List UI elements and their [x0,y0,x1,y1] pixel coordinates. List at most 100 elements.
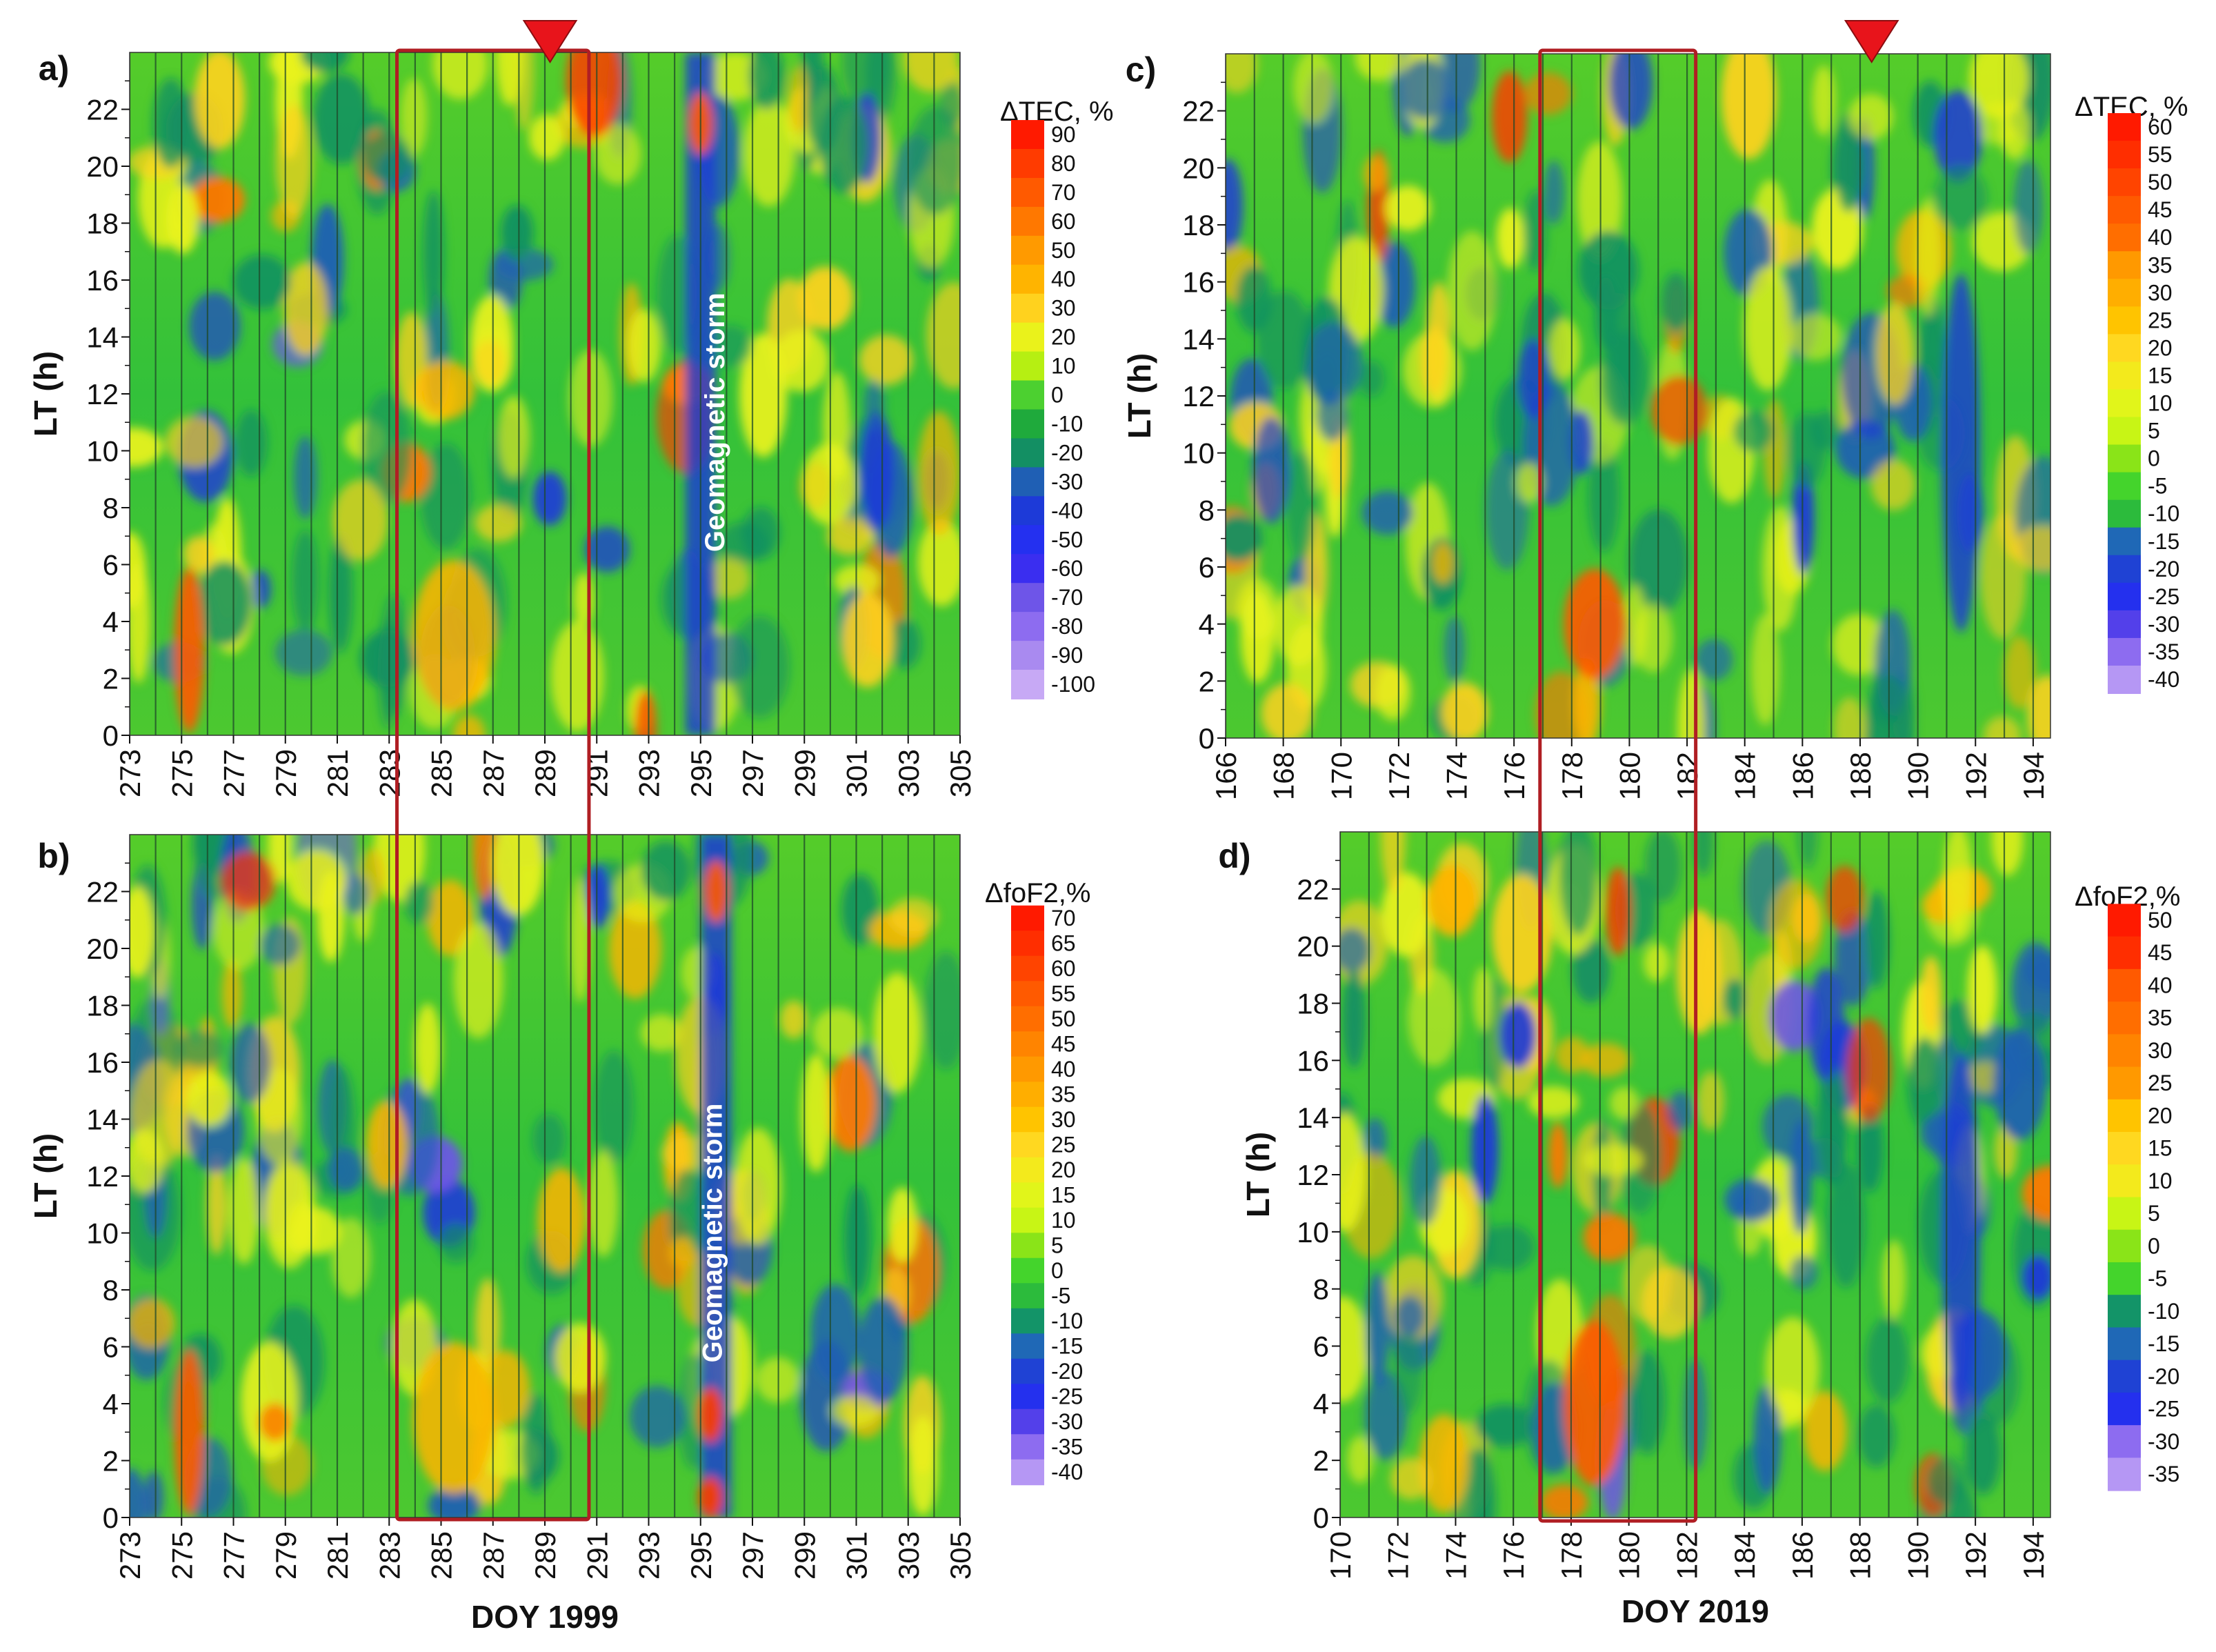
y-tick-label: 0 [1313,1502,1329,1534]
positive-anomaly [1915,197,1941,317]
colorbar-label: -15 [2148,529,2179,554]
negative-anomaly [1693,832,1714,877]
positive-anomaly [1473,966,1493,1032]
negative-anomaly [1304,322,1363,404]
negative-anomaly [312,73,370,165]
positive-anomaly [130,428,163,467]
y-tick-label: 16 [1297,1044,1329,1077]
colorbar-swatch [1011,554,1044,584]
highlight-box-1999 [395,48,591,1522]
colorbar-label: 20 [2148,1103,2173,1128]
colorbar-swatch [1011,409,1044,439]
negative-anomaly [1733,410,1775,452]
positive-anomaly [1515,462,1544,503]
positive-anomaly [570,876,590,1003]
negative-anomaly [819,96,868,194]
y-tick-label: 12 [1297,1159,1329,1191]
colorbar-label: 10 [1051,354,1076,379]
positive-anomaly [497,395,530,479]
colorbar-label: 60 [1051,209,1076,234]
x-tick-label: 301 [841,1531,873,1580]
x-tick-label: 281 [321,1531,354,1580]
x-axis-label: DOY 2019 [1621,1593,1769,1629]
positive-anomaly [917,411,960,536]
colorbar-swatch [2108,1197,2141,1231]
positive-anomaly [1943,832,1973,938]
colorbar-swatch [1011,931,1044,957]
y-tick-label: 4 [103,1388,119,1420]
negative-anomaly [1667,1091,1695,1131]
negative-anomaly [748,52,785,110]
negative-anomaly [1410,1135,1441,1226]
negative-anomaly [1480,1224,1535,1271]
negative-anomaly [328,1147,364,1192]
colorbar-swatch [2108,306,2141,335]
y-tick-label: 6 [1199,551,1215,584]
y-tick-label: 8 [1313,1273,1329,1306]
y-tick-label: 22 [1297,873,1329,906]
negative-anomaly [294,435,317,519]
positive-anomaly [573,572,595,627]
colorbar-label: 30 [2148,1038,2173,1063]
panel-b: 0 2 4 6 8 10 12 14 16 18 20 22 273 275 277 279 281 283 285… [28,834,1090,1635]
colorbar-swatch [2108,168,2141,197]
colorbar-swatch [1011,1082,1044,1108]
positive-anomaly [1355,54,1404,81]
colorbar-label: -50 [1051,527,1083,552]
x-tick-label: 291 [581,749,613,797]
colorbar-label: 60 [2148,115,2173,139]
negative-anomaly [1817,1062,1848,1186]
negative-anomaly [1933,165,1988,230]
colorbar-swatch [1011,235,1044,266]
positive-anomaly [627,308,661,383]
colorbar-label: 50 [1051,1006,1076,1031]
colorbar-swatch [1011,293,1044,324]
negative-anomaly [1645,832,1681,903]
positive-anomaly [183,536,214,573]
negative-anomaly [500,205,534,261]
colorbar-label: 50 [2148,170,2173,195]
y-tick-label: 10 [86,435,119,468]
negative-anomaly [1792,461,1815,575]
colorbar-label: 25 [2148,308,2173,332]
colorbar-swatch [1011,1207,1044,1234]
colorbar-swatch [2108,1229,2141,1263]
negative-anomaly [1469,1445,1494,1517]
negative-anomaly [1257,290,1312,390]
y-tick-label: 6 [103,549,119,581]
colorbar-label: -30 [2148,1429,2179,1454]
colorbar-swatch [2108,1360,2141,1393]
colorbar-swatch [2108,1066,2141,1100]
plot-area [1340,832,2050,1517]
positive-anomaly [2022,1165,2050,1221]
x-tick-label: 277 [218,749,250,797]
colorbar-swatch [1011,1409,1044,1435]
positive-anomaly [165,416,223,468]
positive-anomaly [475,504,522,542]
positive-anomaly [1577,141,1623,260]
colorbar-label: -15 [2148,1331,2179,1356]
positive-anomaly [130,1297,175,1349]
x-tick-label: 273 [114,1531,146,1580]
positive-anomaly [259,1403,291,1442]
positive-anomaly [1623,1244,1673,1322]
positive-anomaly [1419,325,1447,395]
storm-annotation: Geomagnetic storm [697,1104,728,1363]
y-tick-label: 20 [86,150,119,183]
x-tick-label: 172 [1383,752,1415,800]
negative-anomaly [1807,968,1845,1082]
positive-anomaly [801,1053,832,1173]
negative-anomaly [1395,1295,1426,1337]
positive-anomaly [1633,603,1673,673]
colorbar-label: -15 [1051,1334,1083,1359]
positive-anomaly [830,1395,879,1427]
plot-area [130,835,960,1517]
positive-anomaly [1426,865,1479,937]
y-tick-label: 18 [86,208,119,240]
y-tick-label: 18 [1182,209,1215,241]
colorbar-swatch [2108,665,2141,695]
colorbar-label: 70 [1051,180,1076,205]
x-tick-label: 303 [892,1531,925,1580]
positive-anomaly [414,1003,441,1095]
negative-anomaly [741,506,780,559]
